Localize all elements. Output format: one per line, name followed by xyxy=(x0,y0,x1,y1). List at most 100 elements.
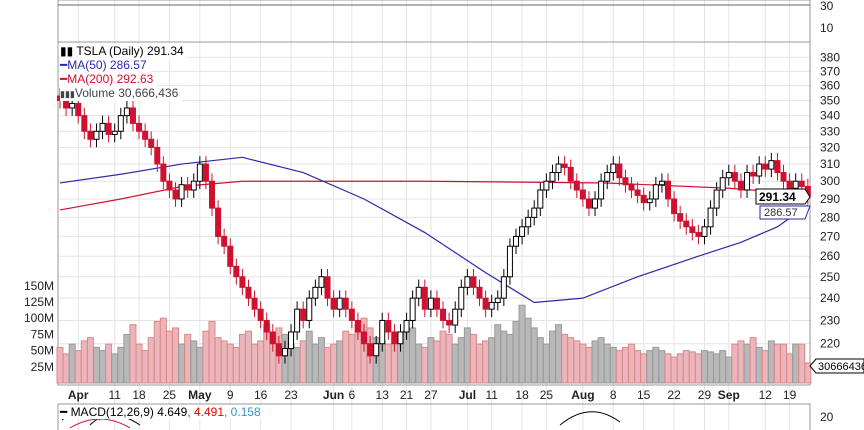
volume-bar xyxy=(165,330,173,384)
candle-body xyxy=(342,297,349,310)
candle-body xyxy=(288,331,295,350)
volume-bar xyxy=(135,343,143,384)
candle-body xyxy=(209,180,215,209)
candle-body xyxy=(269,331,276,345)
candle-body xyxy=(63,99,70,109)
volume-bar xyxy=(68,343,76,384)
volume-bar xyxy=(804,362,812,384)
candle-body xyxy=(616,163,623,179)
candle-body xyxy=(245,286,252,299)
volume-bar xyxy=(257,340,265,384)
candle-body xyxy=(695,232,702,237)
candle-body xyxy=(598,180,605,200)
candle-body xyxy=(75,102,82,117)
x-tick-label: 19 xyxy=(783,388,797,402)
volume-bar xyxy=(536,337,544,384)
x-tick-label: 16 xyxy=(254,388,268,402)
volume-tag: 30666436 xyxy=(809,358,864,374)
volume-bar xyxy=(628,343,636,384)
volume-bar xyxy=(494,324,502,384)
volume-bar xyxy=(555,324,563,384)
y-tick-label: 290 xyxy=(820,192,840,206)
volume-bar xyxy=(634,350,642,384)
volume-bar xyxy=(579,343,587,384)
volume-bar xyxy=(603,343,611,384)
volume-bar xyxy=(92,346,100,384)
volume-bar xyxy=(348,333,356,384)
volume-bar xyxy=(707,351,715,384)
x-tick-label: 12 xyxy=(759,388,773,402)
candle-body xyxy=(737,180,744,191)
candle-body xyxy=(579,189,586,200)
volume-bar xyxy=(153,320,161,384)
x-tick-label: 25 xyxy=(163,388,177,402)
volume-bar xyxy=(62,353,70,384)
x-tick-label: Apr xyxy=(68,388,89,402)
candle-body xyxy=(744,172,751,191)
volume-bar xyxy=(117,346,125,384)
volume-bar xyxy=(585,346,593,384)
ma50-value: 286.57 xyxy=(764,207,798,219)
candle-body xyxy=(306,297,313,321)
candle-body xyxy=(99,122,106,132)
candle-body xyxy=(129,107,136,124)
volume-bar xyxy=(202,330,210,384)
macd-label: MACD(12,26,9) xyxy=(70,405,154,419)
y-tick-label: 270 xyxy=(820,229,840,243)
volume-bar xyxy=(731,343,739,384)
volume-bar xyxy=(190,340,198,384)
candle-body xyxy=(780,172,787,182)
candle-body xyxy=(567,166,574,182)
candle-body xyxy=(263,319,270,333)
volume-bar xyxy=(780,343,788,384)
volume-bar xyxy=(506,333,514,384)
volume-tick-label: 150M xyxy=(24,279,54,293)
volume-bar xyxy=(226,343,234,384)
x-tick-label: Aug xyxy=(571,388,594,402)
candle-body xyxy=(251,297,258,310)
x-tick-label: 9 xyxy=(227,388,234,402)
volume-bar xyxy=(299,340,307,384)
volume-bar xyxy=(500,330,508,384)
volume-bar xyxy=(530,327,538,384)
y-tick-label: 380 xyxy=(820,50,840,64)
volume-bar xyxy=(427,337,435,384)
candle-body xyxy=(69,102,76,109)
volume-bar xyxy=(317,337,325,384)
ma200-line xyxy=(59,180,808,211)
y-tick-label: 310 xyxy=(820,157,840,171)
volume-bar xyxy=(682,350,690,384)
x-tick-label: 13 xyxy=(376,388,390,402)
candle-body xyxy=(415,286,422,299)
candle-body xyxy=(93,130,100,140)
volume-bar xyxy=(445,333,453,384)
volume-bar xyxy=(548,330,556,384)
volume-tick-label: 50M xyxy=(31,344,54,358)
volume-bar xyxy=(469,333,477,384)
candle-body xyxy=(604,172,611,182)
candle-body xyxy=(476,286,483,299)
candle-body xyxy=(592,198,599,209)
volume-bar xyxy=(439,330,447,384)
candle-body xyxy=(142,130,149,140)
candle-body xyxy=(713,189,720,209)
candle-body xyxy=(671,198,678,215)
candle-body xyxy=(689,226,696,234)
x-tick-label: 29 xyxy=(698,388,712,402)
candle-body xyxy=(160,163,167,182)
last-price: 291.34 xyxy=(759,190,796,204)
candle-body xyxy=(506,245,513,278)
candle-body xyxy=(786,180,793,189)
candle-body xyxy=(446,319,453,326)
candle-body xyxy=(543,180,550,191)
volume-bar xyxy=(767,340,775,384)
candle-body xyxy=(622,177,629,186)
volume-bar xyxy=(324,346,332,384)
candle-body xyxy=(634,189,641,196)
x-tick-label: 6 xyxy=(348,388,355,402)
y-tick-label: 340 xyxy=(820,109,840,123)
candle-body xyxy=(531,207,538,218)
candle-body xyxy=(683,220,690,228)
